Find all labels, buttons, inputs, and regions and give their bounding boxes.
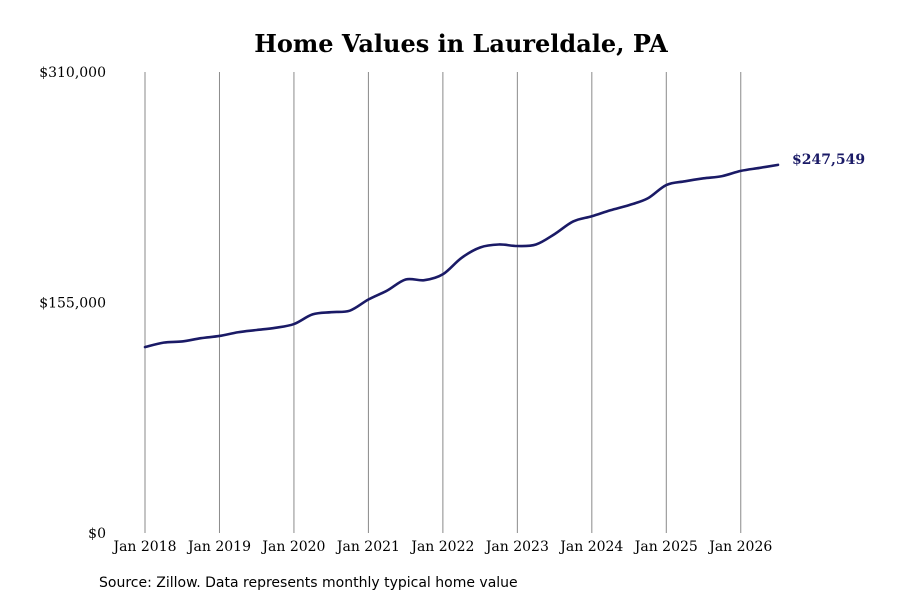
x-tick-label: Jan 2024 <box>558 539 623 555</box>
y-axis-labels: $0 $155,000 $310,000 <box>39 65 106 542</box>
x-tick-label: Jan 2019 <box>186 539 251 555</box>
x-axis-labels: Jan 2018 Jan 2019 Jan 2020 Jan 2021 Jan 2022… <box>111 539 772 555</box>
vertical-gridlines <box>144 72 742 533</box>
x-tick-label: Jan 2025 <box>633 539 698 555</box>
end-value-label: $247,549 <box>792 152 865 168</box>
x-tick-label: Jan 2026 <box>707 539 772 555</box>
y-tick-label: $155,000 <box>39 296 106 312</box>
y-tick-label: $310,000 <box>39 65 106 81</box>
series-line <box>143 163 780 349</box>
x-tick-label: Jan 2023 <box>484 539 549 555</box>
x-tick-label: Jan 2021 <box>335 539 400 555</box>
y-tick-label: $0 <box>88 526 106 542</box>
x-tick-label: Jan 2018 <box>111 539 176 555</box>
x-tick-label: Jan 2022 <box>409 539 474 555</box>
x-tick-label: Jan 2020 <box>260 539 325 555</box>
chart-title: Home Values in Laureldale, PA <box>254 29 668 58</box>
series-layer <box>143 163 780 349</box>
source-note: Source: Zillow. Data represents monthly … <box>99 575 518 591</box>
